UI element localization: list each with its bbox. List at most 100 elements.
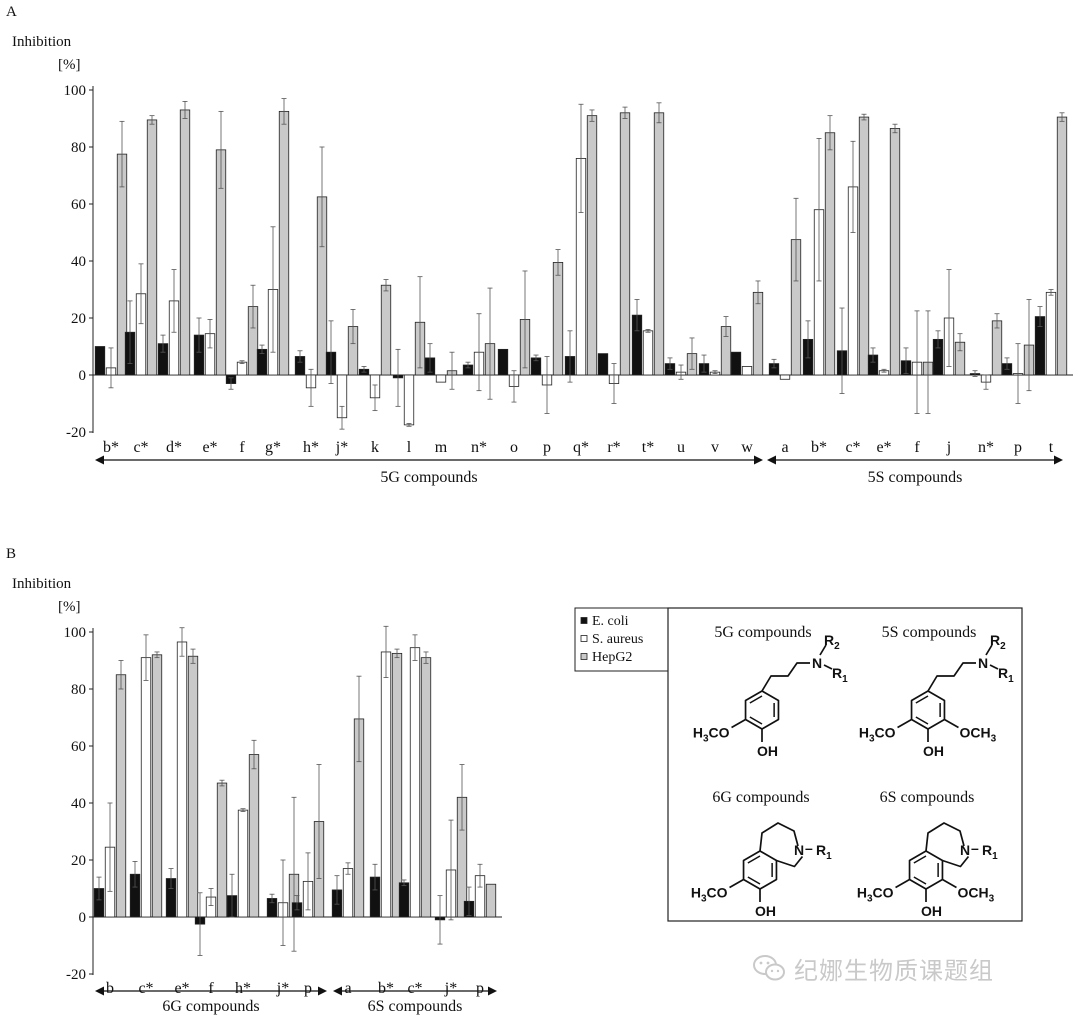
x-tick-label: e* — [174, 980, 189, 997]
y-tick-label: -20 — [66, 967, 86, 983]
atom-n: N — [812, 655, 822, 671]
bar-hepg2 — [151, 654, 163, 918]
bar-ecoli — [497, 348, 509, 376]
bar-hepg2 — [146, 119, 158, 376]
y-tick-label: 100 — [64, 83, 87, 99]
bar-hepg2 — [179, 109, 191, 376]
substituent-methoxy-2: OCH3 — [957, 885, 994, 905]
substituent-r1: R1 — [832, 665, 848, 685]
x-tick-label: v — [711, 439, 719, 456]
bond — [759, 822, 799, 852]
x-tick-label: f — [208, 980, 214, 997]
y-axis-unit: [%] — [58, 599, 81, 615]
structure-6s: 6S compounds N – R1 OH H3CO OCH3 — [857, 789, 998, 919]
atom-n: N — [978, 655, 988, 671]
group-label: 5S compounds — [868, 469, 963, 486]
bond — [731, 718, 746, 729]
bond — [942, 855, 970, 868]
substituent-r1: R1 — [982, 842, 998, 862]
legend-swatch-hepg2 — [580, 653, 588, 660]
double-bond — [915, 716, 929, 725]
bar-saureus — [176, 641, 188, 918]
substituent-methoxy: H3CO — [693, 725, 730, 745]
x-tick-label: h* — [235, 980, 251, 997]
bar-hepg2 — [391, 652, 403, 918]
substituent-r2: R2 — [824, 632, 840, 652]
bar-ecoli — [730, 351, 742, 376]
x-tick-label: c* — [133, 439, 148, 456]
bar-hepg2 — [653, 112, 665, 376]
x-tick-label: h* — [303, 439, 319, 456]
x-tick-label: m — [435, 439, 448, 456]
x-tick-label: k — [371, 439, 379, 456]
y-axis-label: Inhibition — [12, 34, 72, 50]
bond — [761, 662, 810, 692]
bond — [944, 718, 959, 729]
bar-saureus — [342, 868, 354, 918]
group-label: 5G compounds — [380, 469, 477, 486]
y-tick-label: 100 — [64, 625, 87, 641]
double-bond — [747, 855, 761, 864]
group-arrowhead-right — [1054, 455, 1063, 465]
y-tick-label: 0 — [79, 910, 87, 926]
x-tick-label: b* — [103, 439, 119, 456]
x-tick-label: o — [510, 439, 518, 456]
double-bond — [749, 716, 763, 725]
bar-saureus — [237, 809, 249, 918]
x-tick-label: a — [344, 980, 351, 997]
substituent-oh: OH — [757, 743, 778, 759]
substituent-oh: OH — [923, 743, 944, 759]
x-tick-label: b* — [811, 439, 827, 456]
structure-title: 6G compounds — [712, 789, 809, 806]
group-arrowhead-left — [333, 986, 342, 996]
panel-label: B — [6, 546, 16, 562]
bond — [776, 855, 804, 868]
legend-swatch-ecoli — [580, 617, 588, 624]
y-tick-label: 60 — [71, 739, 86, 755]
structures-panel — [667, 607, 1023, 922]
y-axis-unit: [%] — [58, 57, 81, 73]
y-tick-label: 80 — [71, 140, 86, 156]
panel-label: A — [6, 4, 17, 20]
bar-hepg2 — [889, 128, 901, 376]
group-arrowhead-right — [318, 986, 327, 996]
x-tick-label: a — [781, 439, 788, 456]
bar-hepg2 — [485, 883, 497, 918]
legend: E. coli S. aureus HepG2 — [574, 607, 669, 672]
bar-hepg2 — [420, 657, 432, 918]
bar-saureus — [779, 374, 791, 380]
bar-hepg2 — [552, 262, 564, 376]
y-tick-label: 40 — [71, 254, 86, 270]
substituent-oh: OH — [921, 903, 942, 919]
bond — [925, 822, 965, 852]
bar-saureus — [403, 374, 415, 426]
y-tick-label: 60 — [71, 197, 86, 213]
group-arrowhead-right — [488, 986, 497, 996]
y-tick-label: 20 — [71, 853, 86, 869]
legend-box — [574, 607, 669, 672]
bond — [729, 878, 744, 889]
atom-n: N — [794, 842, 804, 858]
x-tick-label: p — [1014, 439, 1022, 456]
x-tick-label: t* — [642, 439, 654, 456]
bar-hepg2 — [248, 754, 260, 918]
y-tick-label: 40 — [71, 796, 86, 812]
bar-hepg2 — [858, 116, 870, 376]
bar-hepg2 — [187, 655, 199, 918]
x-tick-label: r* — [607, 439, 620, 456]
structure-6g: 6G compounds N – R1 OH H3CO — [691, 789, 832, 919]
substituent-oh: OH — [755, 903, 776, 919]
bond — [942, 878, 957, 889]
x-tick-label: p — [304, 980, 312, 997]
structure-title: 6S compounds — [880, 789, 975, 806]
x-tick-label: n* — [978, 439, 994, 456]
bond — [985, 644, 993, 656]
x-tick-label: u — [677, 439, 685, 456]
legend-label: E. coli — [592, 614, 629, 629]
substituent-methoxy: H3CO — [859, 725, 896, 745]
bar-hepg2 — [278, 110, 290, 376]
x-tick-label: t — [1049, 439, 1054, 456]
substituent-r2: R2 — [990, 632, 1006, 652]
x-tick-label: d* — [166, 439, 182, 456]
